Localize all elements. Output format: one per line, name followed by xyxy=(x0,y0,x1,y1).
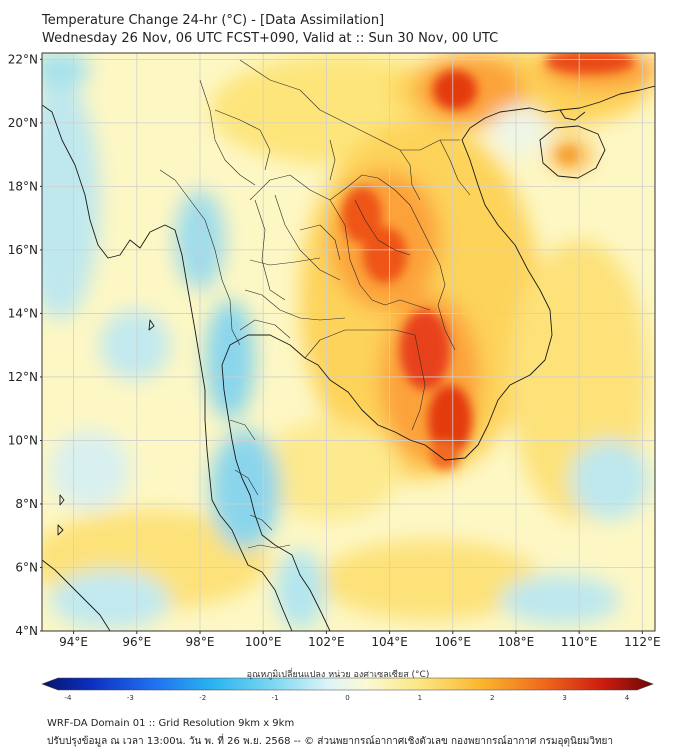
border-prov-1 xyxy=(254,199,286,301)
colorbar-bar xyxy=(41,677,654,691)
coast-island-small1 xyxy=(59,494,65,506)
cool-zone-andaman-south xyxy=(50,430,130,510)
coastlines xyxy=(42,85,655,631)
hot-core-coast xyxy=(545,53,635,74)
footer-model-info: WRF-DA Domain 01 :: Grid Resolution 9km … xyxy=(47,718,295,729)
coast-sumatra xyxy=(42,559,111,631)
lat-tick-label: 4°N xyxy=(15,624,38,638)
cool-zone-east xyxy=(570,440,650,520)
cool-zone-gulf-tonkin xyxy=(490,105,550,155)
coast-hainan xyxy=(539,125,606,179)
border-prov-15 xyxy=(329,139,336,181)
chart-title: Temperature Change 24-hr (°C) - [Data As… xyxy=(42,13,385,28)
colorbar-tick-label: -2 xyxy=(199,694,206,700)
admin-borders xyxy=(159,59,471,549)
cool-zone-tenasserim xyxy=(205,300,255,420)
colorbar-tick-label: 1 xyxy=(418,694,422,700)
border-prov-8 xyxy=(399,149,421,201)
coast-island-small3 xyxy=(148,319,155,331)
lon-tick-label: 112°E xyxy=(624,635,661,649)
colorbar-tick-label: 0 xyxy=(345,694,349,700)
border-thailand-cambodia xyxy=(304,329,416,359)
colorbar-ticks: -4 -3 -2 -1 0 1 2 3 4 xyxy=(65,694,630,700)
temperature-map: 22°N 20°N 18°N 16°N 14°N 12°N 10°N 8°N 6°N 4°N 94… xyxy=(8,52,661,700)
cool-zone-southeast xyxy=(500,575,620,625)
coast-island-small2 xyxy=(57,524,64,536)
hot-core-laos-north xyxy=(342,187,382,243)
border-cambodia-vietnam xyxy=(411,334,426,431)
border-prov-11 xyxy=(234,469,259,496)
hot-core-guangxi xyxy=(433,70,477,110)
border-prov-3 xyxy=(249,257,321,266)
lat-tick-label: 22°N xyxy=(8,52,38,66)
lon-tick-label: 106°E xyxy=(435,635,472,649)
footer-update-info: ปรับปรุงข้อมูล ณ เวลา 13:00น. วัน พ. ที่… xyxy=(47,736,614,747)
cool-zone-west xyxy=(42,80,100,320)
lat-tick-label: 6°N xyxy=(15,560,38,574)
warm-zone-gulf xyxy=(260,420,400,520)
border-prov-10 xyxy=(229,419,256,441)
chart-subtitle: Wednesday 26 Nov, 06 UTC FCST+090, Valid… xyxy=(42,31,499,46)
border-myanmar-china xyxy=(199,79,256,186)
colorbar-tick-label: -4 xyxy=(65,694,73,700)
colorbar: -4 -3 -2 -1 0 1 2 3 4 xyxy=(41,677,654,700)
cool-zone-andaman xyxy=(100,310,170,380)
lon-tick-label: 108°E xyxy=(498,635,535,649)
cool-zone-bay xyxy=(50,570,170,630)
lat-tick-label: 18°N xyxy=(8,179,38,193)
lon-tick-label: 98°E xyxy=(186,635,215,649)
hot-core-isan xyxy=(363,227,407,283)
border-thailand-west xyxy=(189,199,241,346)
lon-tick-label: 104°E xyxy=(371,635,408,649)
hot-core-cambodia xyxy=(400,310,450,390)
lat-tick-label: 16°N xyxy=(8,243,38,257)
border-malaysia xyxy=(247,544,291,549)
cool-zone-northwest xyxy=(42,53,90,90)
warm-zone-southsea xyxy=(320,540,540,620)
coast-leizhou xyxy=(559,109,586,121)
colorbar-tick-label: 3 xyxy=(562,694,566,700)
lon-tick-label: 100°E xyxy=(245,635,282,649)
lat-tick-label: 14°N xyxy=(8,306,38,320)
lon-tick-label: 94°E xyxy=(59,635,88,649)
cool-zone-peninsula xyxy=(210,430,280,550)
lat-tick-label: 20°N xyxy=(8,116,38,130)
border-prov-2 xyxy=(274,194,341,281)
latitude-axis: 22°N 20°N 18°N 16°N 14°N 12°N 10°N 8°N 6°N 4°N xyxy=(8,52,42,638)
border-laos-vietnam xyxy=(329,174,456,351)
hot-core-mekong xyxy=(428,385,472,455)
lat-tick-label: 8°N xyxy=(15,497,38,511)
border-prov-7 xyxy=(354,199,411,256)
border-prov-14 xyxy=(159,169,191,201)
colorbar-tick-label: 4 xyxy=(625,694,630,700)
lon-tick-label: 96°E xyxy=(122,635,151,649)
border-prov-4 xyxy=(244,289,346,321)
hot-core-hainan xyxy=(558,147,578,163)
colorbar-tick-label: -1 xyxy=(272,694,279,700)
border-china xyxy=(239,59,460,151)
colorbar-tick-label: -3 xyxy=(127,694,134,700)
border-prov-6 xyxy=(239,319,291,339)
hot-core-delta xyxy=(430,440,460,470)
coast-mainland-west xyxy=(42,104,293,631)
temperature-field xyxy=(42,53,655,631)
lon-tick-label: 110°E xyxy=(561,635,598,649)
lon-tick-label: 102°E xyxy=(308,635,345,649)
cool-zone-malacca xyxy=(275,550,325,630)
border-prov-13 xyxy=(214,109,271,171)
border-thailand-laos xyxy=(249,174,431,311)
colorbar-tick-label: 2 xyxy=(490,694,494,700)
lat-tick-label: 12°N xyxy=(8,370,38,384)
lat-tick-label: 10°N xyxy=(8,433,38,447)
coast-mainland-east xyxy=(221,85,655,631)
border-prov-9 xyxy=(439,139,471,196)
longitude-axis: 94°E 96°E 98°E 100°E 102°E 104°E 106°E 108°E 110… xyxy=(59,631,661,649)
colorbar-title: อุณหภูมิเปลี่ยนแปลง หน่วย องศาเซลเซียส (… xyxy=(246,670,430,680)
border-prov-5 xyxy=(299,224,341,261)
border-prov-12 xyxy=(249,514,273,531)
map-frame xyxy=(41,52,656,632)
